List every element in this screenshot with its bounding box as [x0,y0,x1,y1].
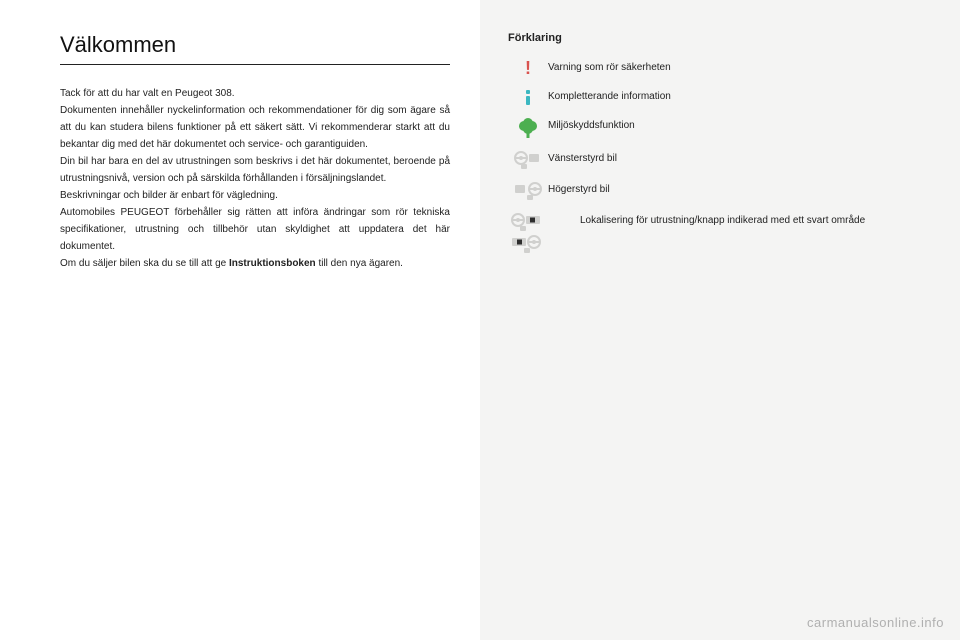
intro-p4: Beskrivningar och bilder är enbart för v… [60,187,450,204]
legend-label: Vänsterstyrd bil [548,149,940,166]
title-rule [60,64,450,65]
intro-p6-a: Om du säljer bilen ska du se till att ge [60,258,229,269]
steering-right-icon [508,180,548,201]
info-icon [508,87,548,106]
intro-p2: Dokumenten innehåller nyckelinformation … [60,102,450,153]
legend-label: Miljöskyddsfunktion [548,116,940,133]
intro-p6-c: till den nya ägaren. [316,258,403,269]
intro-p6-bold: Instruktionsboken [229,258,316,269]
legend-item-warning: ! Varning som rör säkerheten [508,58,940,77]
intro-p1: Tack för att du har valt en Peugeot 308. [60,85,450,102]
right-column: Förklaring ! Varning som rör säkerheten [480,0,960,640]
legend-label: Lokalisering för utrustning/knapp indike… [580,211,940,228]
legend-item-info: Kompletterande information [508,87,940,106]
svg-text:!: ! [525,59,531,77]
dashboard-locate-icon [508,211,580,260]
watermark: carmanualsonline.info [807,615,944,630]
legend-item-lhd: Vänsterstyrd bil [508,149,940,170]
legend-item-rhd: Högerstyrd bil [508,180,940,201]
legend-item-env: Miljöskyddsfunktion [508,116,940,139]
intro-p3: Din bil har bara en del av utrustningen … [60,153,450,187]
intro-text: Tack för att du har valt en Peugeot 308.… [60,85,450,272]
legend-label: Varning som rör säkerheten [548,58,940,75]
legend-title: Förklaring [508,32,940,44]
left-column: Välkommen Tack för att du har valt en Pe… [0,0,480,640]
warning-icon: ! [508,58,548,77]
legend-label: Högerstyrd bil [548,180,940,197]
steering-left-icon [508,149,548,170]
legend-label: Kompletterande information [548,87,940,104]
tree-icon [508,116,548,139]
legend-list: ! Varning som rör säkerheten Komplettera… [508,58,940,260]
page-title: Välkommen [60,32,450,58]
intro-p6: Om du säljer bilen ska du se till att ge… [60,255,450,272]
legend-item-locate: Lokalisering för utrustning/knapp indike… [508,211,940,260]
intro-p5: Automobiles PEUGEOT förbehåller sig rätt… [60,204,450,255]
